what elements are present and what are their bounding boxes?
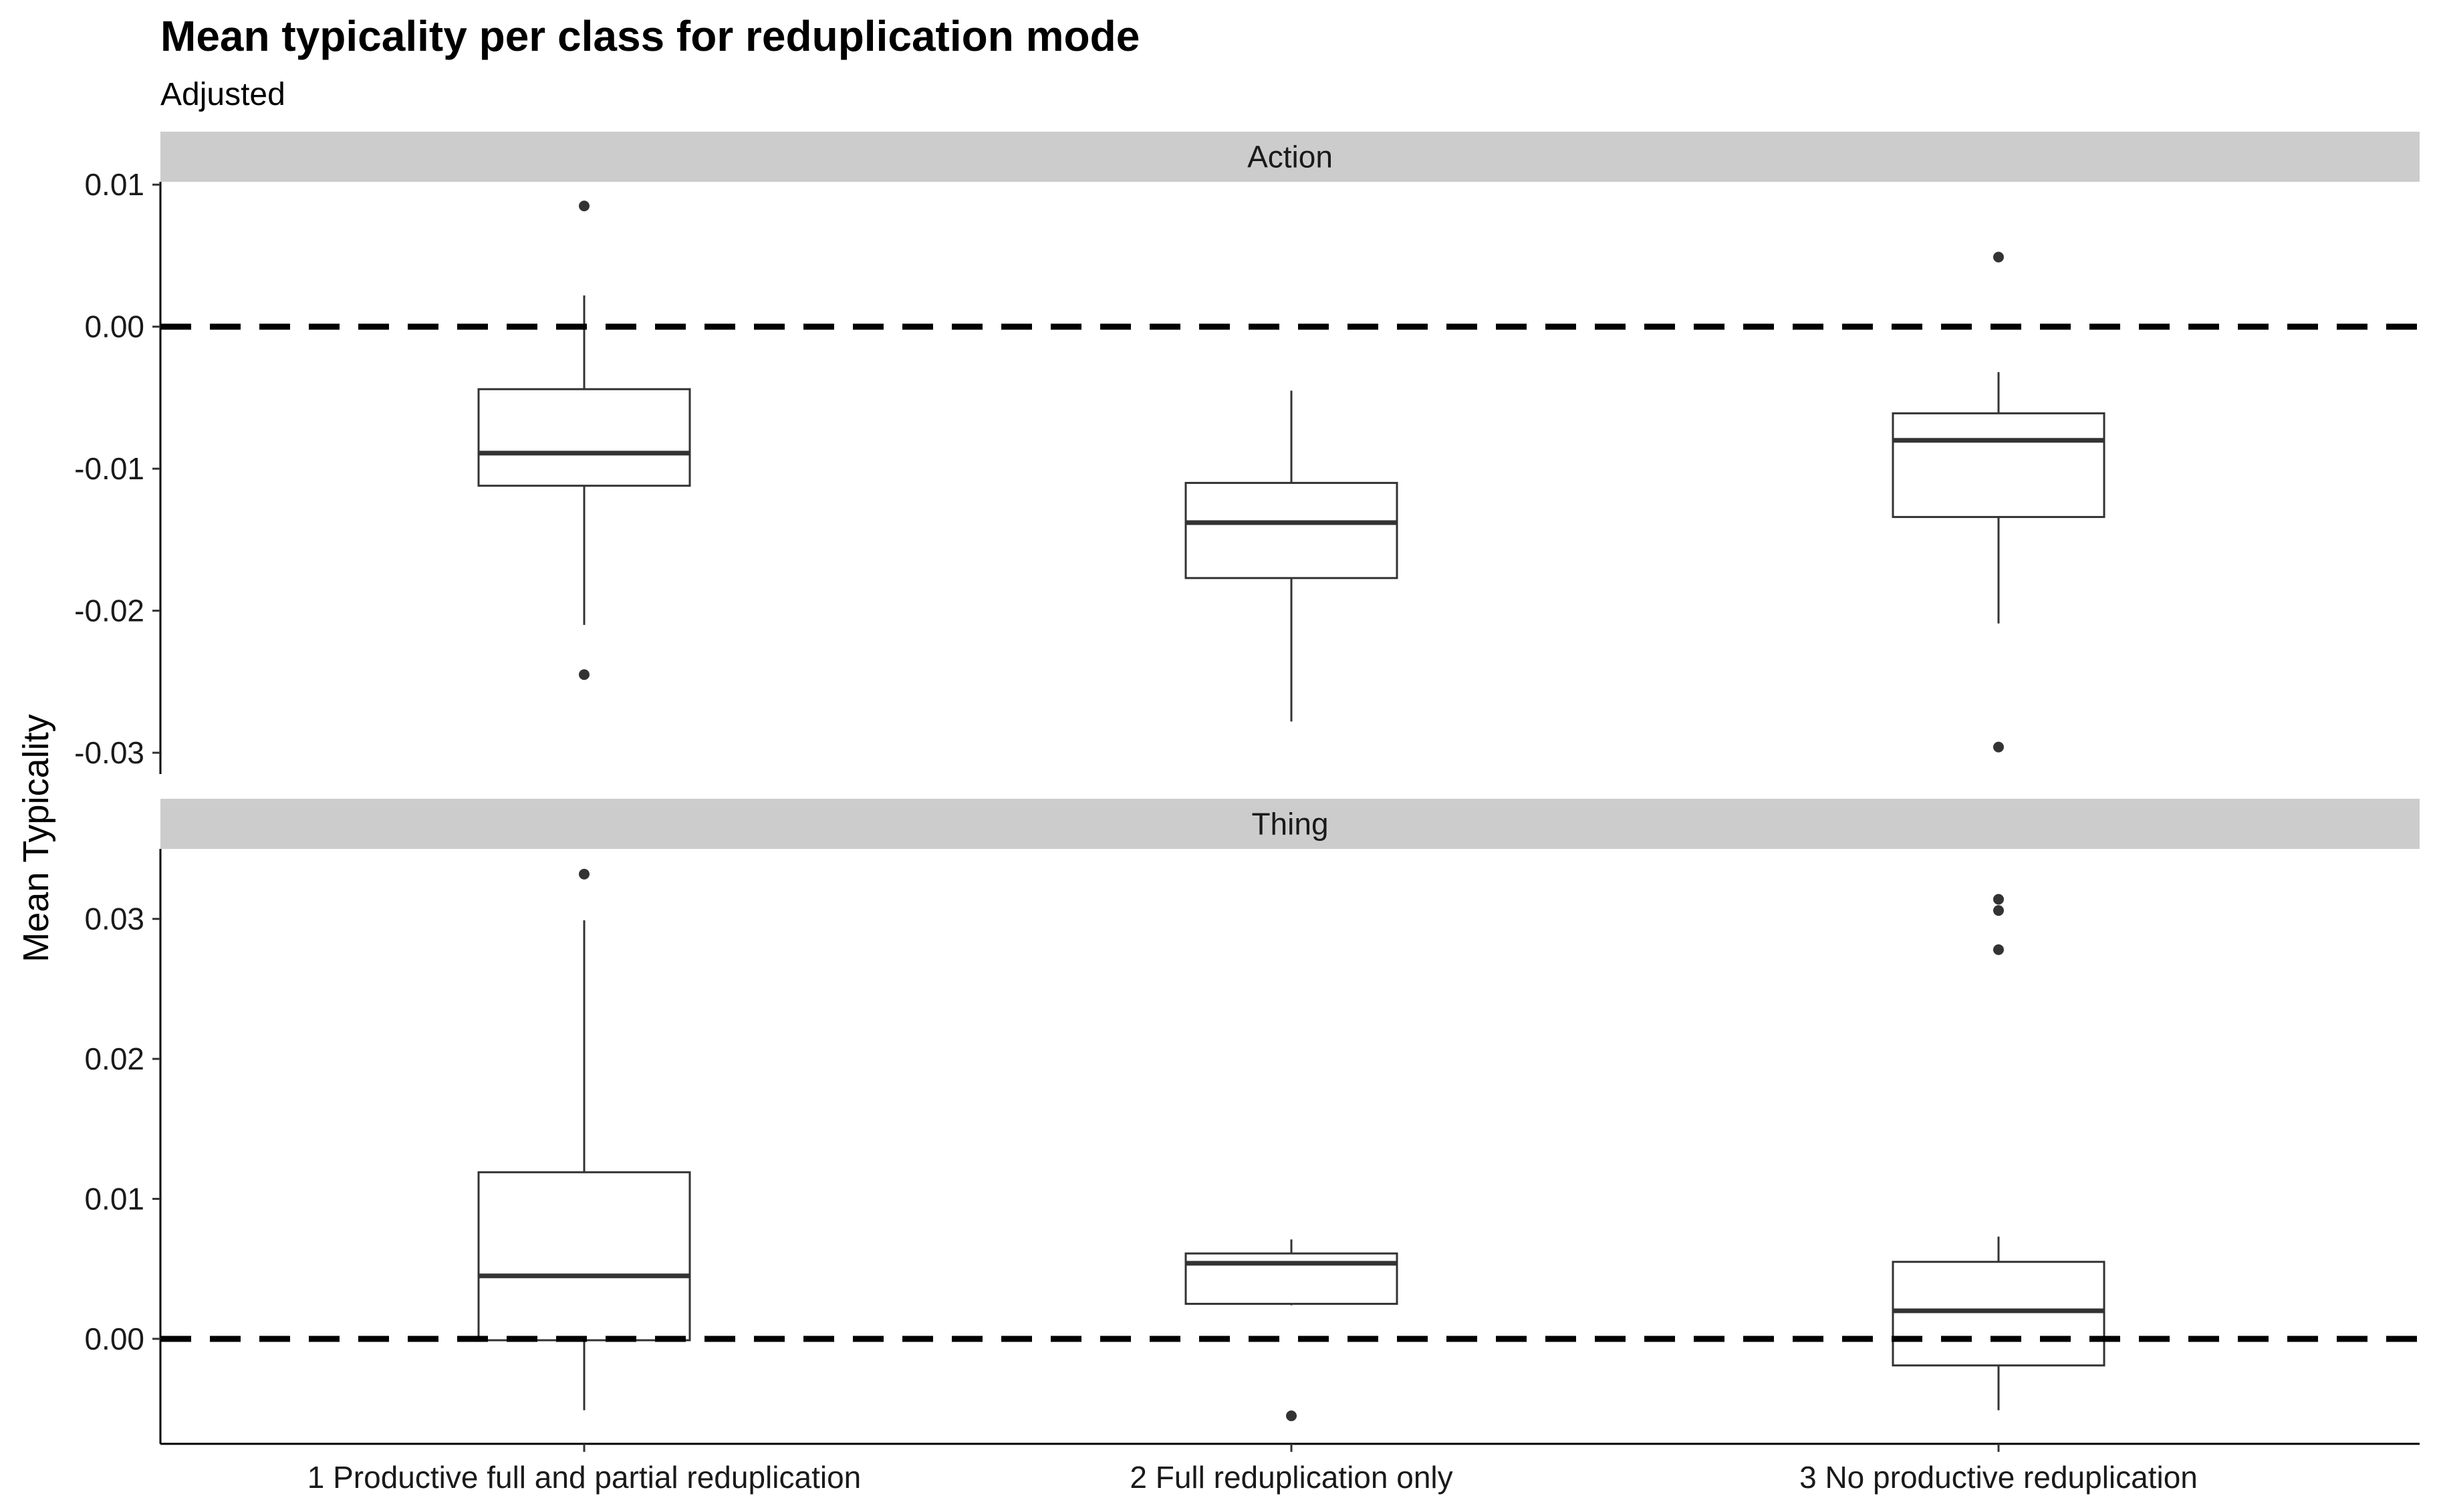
facet-panels: Action 0.01 0.00 -0.01 -0.02 -0.03 Thing 0.03 0.… [74, 132, 2420, 1495]
outlier-point [1993, 741, 2004, 753]
outlier-point [579, 669, 590, 680]
x-tick-label: 1 Productive full and partial reduplicat… [307, 1460, 862, 1495]
box-1 [477, 868, 691, 1410]
iqr-box [477, 388, 691, 487]
x-tick-label: 3 No productive reduplication [1799, 1460, 2198, 1495]
box-3 [1892, 894, 2105, 1410]
box-1 [477, 201, 691, 680]
y-axis-title: Mean Typicality [16, 714, 56, 962]
outlier-point [1993, 944, 2004, 955]
facet-strip-label: Thing [1251, 807, 1328, 842]
panel-thing: Thing 0.03 0.02 0.01 0.00 1 Productive full a… [84, 799, 2420, 1495]
outlier-point [1993, 251, 2004, 263]
y-tick-label: -0.02 [74, 594, 144, 628]
outlier-point [1993, 894, 2004, 905]
chart-title: Mean typicality per class for reduplicat… [160, 12, 1140, 60]
facet-strip-label: Action [1247, 140, 1333, 174]
iqr-box [1892, 1261, 2105, 1367]
facet-strip [160, 132, 2420, 182]
chart-subtitle: Adjusted [160, 77, 285, 112]
x-tick-label: 2 Full reduplication only [1130, 1460, 1452, 1495]
y-tick-label: 0.03 [84, 902, 144, 936]
y-tick-label: 0.01 [84, 167, 144, 202]
iqr-box [1892, 412, 2105, 518]
y-tick-label: -0.01 [74, 451, 144, 486]
box-2 [1184, 390, 1398, 722]
box-3 [1892, 251, 2105, 753]
y-tick-label: 0.00 [84, 309, 144, 344]
outlier-point [579, 868, 590, 880]
outlier-point [1993, 905, 2004, 916]
y-tick-label: 0.01 [84, 1182, 144, 1217]
y-tick-label: -0.03 [74, 735, 144, 770]
box-2 [1184, 1239, 1398, 1422]
iqr-box [477, 1171, 691, 1342]
facet-strip [160, 799, 2420, 849]
panel-action: Action 0.01 0.00 -0.01 -0.02 -0.03 [74, 132, 2420, 774]
outlier-point [579, 201, 590, 212]
y-tick-label: 0.00 [84, 1321, 144, 1356]
iqr-box [1184, 481, 1398, 580]
y-tick-label: 0.02 [84, 1041, 144, 1076]
outlier-point [1286, 1410, 1297, 1422]
